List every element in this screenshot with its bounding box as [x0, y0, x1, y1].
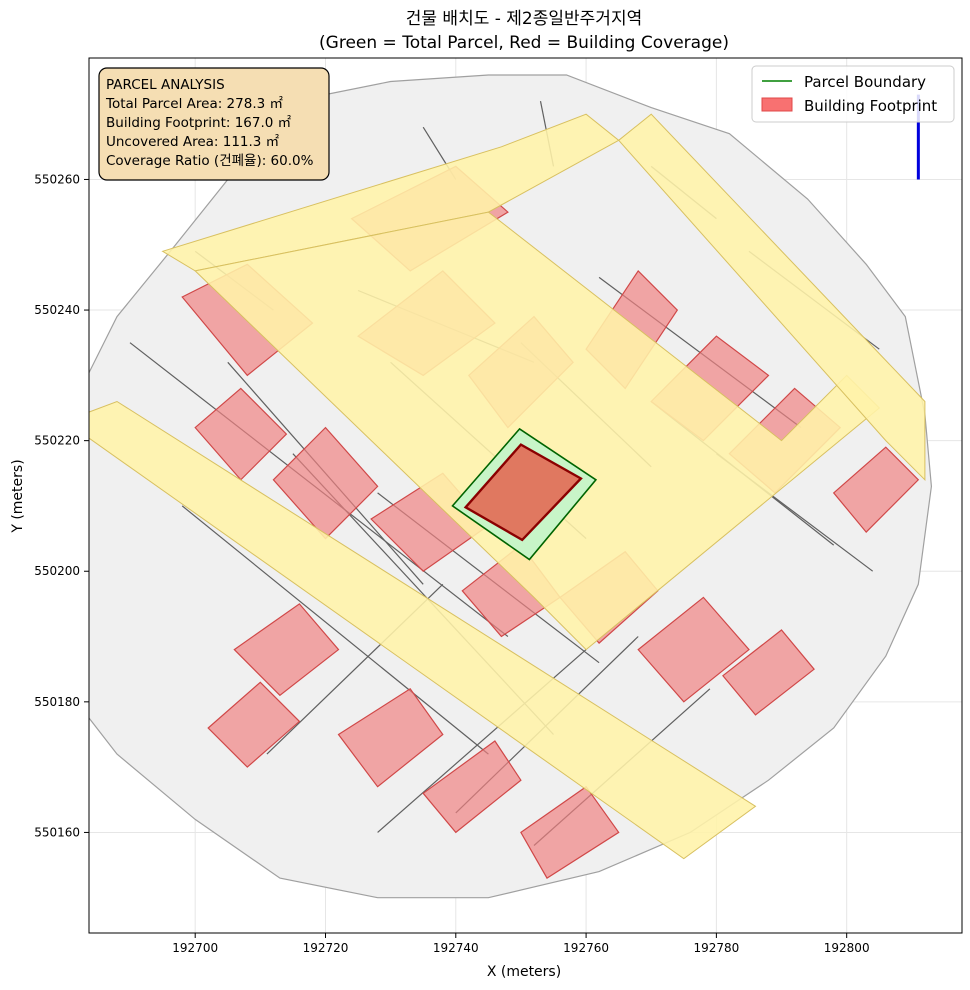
- x-tick-label: 192760: [563, 941, 609, 955]
- target-building: [463, 443, 583, 542]
- building-footprint: [194, 387, 288, 481]
- x-tick-label: 192720: [303, 941, 349, 955]
- x-tick-label: 192780: [693, 941, 739, 955]
- building-footprint: [637, 596, 750, 703]
- x-tick-label: 192800: [824, 941, 870, 955]
- building-footprint: [207, 681, 301, 768]
- info-line-footprint: Building Footprint: 167.0 ㎡: [106, 115, 292, 131]
- y-tick-label: 550200: [34, 564, 80, 578]
- y-tick-label: 550160: [34, 825, 80, 839]
- map-layer: [89, 74, 933, 899]
- chart-title-line2: (Green = Total Parcel, Red = Building Co…: [319, 33, 729, 53]
- building-footprint: [337, 687, 444, 788]
- legend-label-building-footprint: Building Footprint: [804, 97, 937, 115]
- info-line-title: PARCEL ANALYSIS: [106, 77, 225, 93]
- info-box-background: [98, 67, 330, 181]
- chart-title-line1: 건물 배치도 - 제2종일반주거지역: [406, 9, 642, 29]
- road: [89, 400, 757, 860]
- y-tick-label: 550240: [34, 303, 80, 317]
- info-line-total-area: Total Parcel Area: 278.3 ㎡: [105, 96, 283, 112]
- legend-label-parcel-boundary: Parcel Boundary: [804, 73, 926, 91]
- y-ticks: 550160 550180 550200 550220 550240 550260: [34, 172, 89, 839]
- building-footprint: [722, 629, 815, 716]
- parcel-line: [181, 505, 489, 755]
- building-footprint: [832, 446, 920, 533]
- x-tick-label: 192700: [172, 941, 218, 955]
- info-box: PARCEL ANALYSIS Total Parcel Area: 278.3…: [98, 67, 330, 181]
- legend-frame: [751, 65, 955, 123]
- legend: Parcel Boundary Building Footprint: [751, 65, 955, 123]
- y-axis-label: Y (meters): [10, 459, 26, 533]
- x-ticks: 192700 192720 192740 192760 192780 192800: [172, 933, 870, 955]
- road: [617, 113, 926, 482]
- x-tick-label: 192740: [433, 941, 479, 955]
- legend-swatch-building-footprint: [761, 97, 793, 112]
- y-tick-label: 550180: [34, 695, 80, 709]
- plot-frame: [88, 57, 963, 934]
- y-tick-label: 550260: [34, 172, 80, 186]
- y-tick-label: 550220: [34, 434, 80, 448]
- info-line-coverage-ratio: Coverage Ratio (건폐율): 60.0%: [106, 153, 314, 169]
- building-footprint: [233, 603, 340, 697]
- building-footprint: [422, 740, 522, 834]
- building-footprint: [520, 785, 620, 879]
- building-footprint: [272, 426, 379, 540]
- x-axis-label: X (meters): [487, 964, 561, 980]
- info-line-uncovered: Uncovered Area: 111.3 ㎡: [106, 134, 280, 150]
